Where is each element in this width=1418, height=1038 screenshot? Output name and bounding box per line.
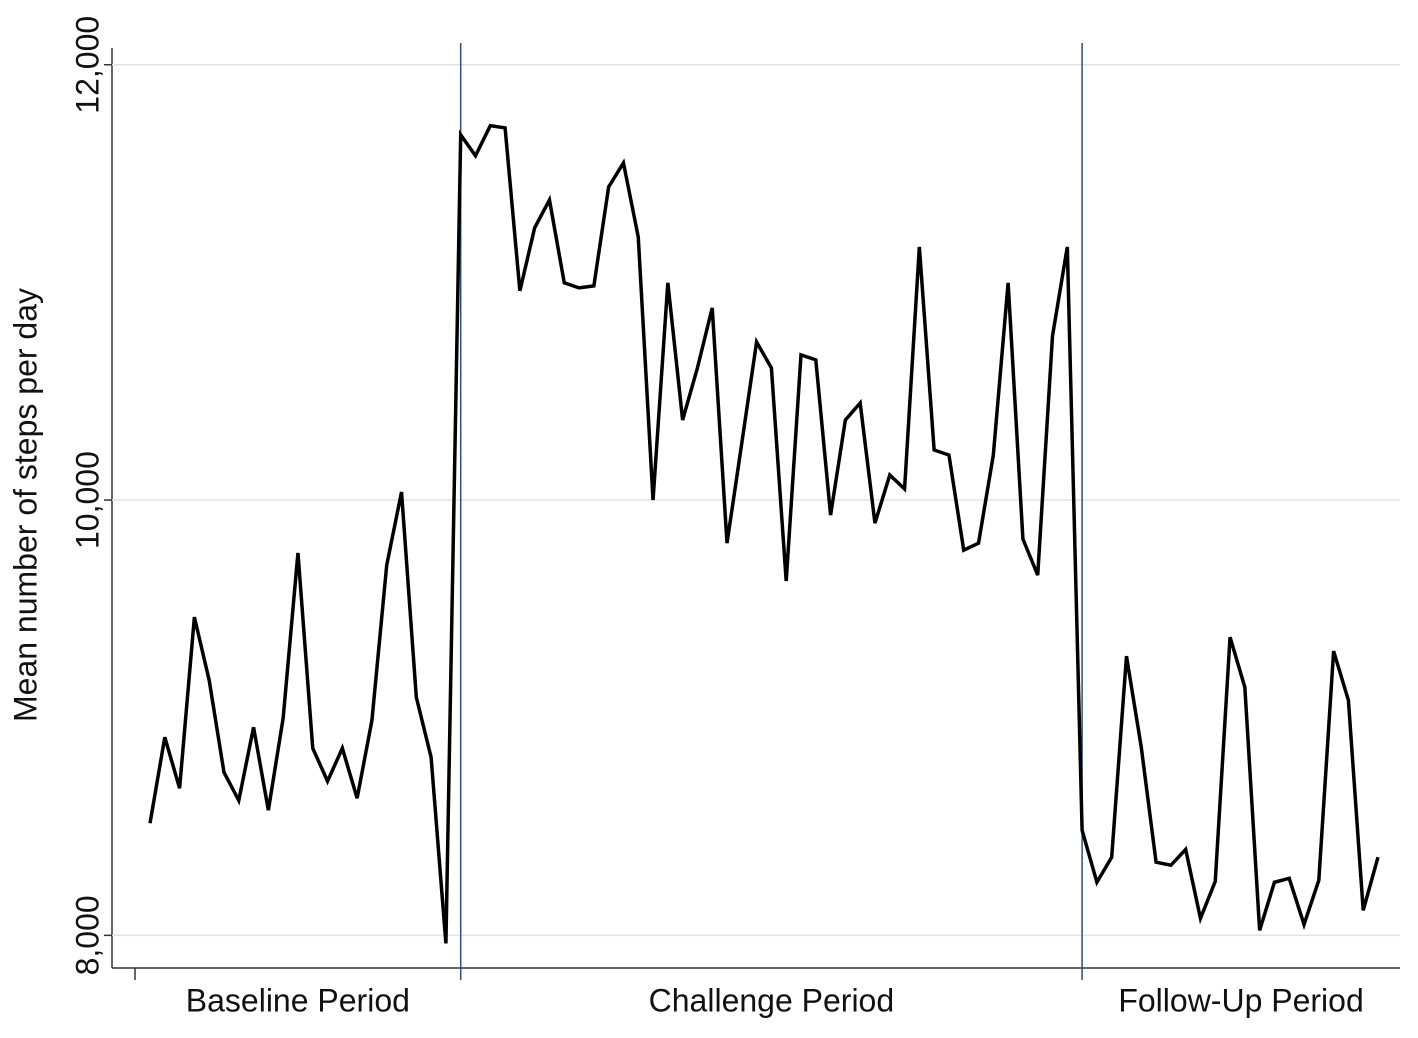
data-line — [148, 123, 1380, 944]
y-tick-label: 12,000 — [69, 16, 105, 114]
period-label: Baseline Period — [186, 982, 410, 1018]
y-axis-title: Mean number of steps per day — [7, 288, 43, 722]
y-tick-label: 10,000 — [69, 451, 105, 549]
y-tick-label: 8,000 — [69, 895, 105, 975]
period-label: Follow-Up Period — [1118, 982, 1363, 1018]
period-label: Challenge Period — [649, 982, 895, 1018]
